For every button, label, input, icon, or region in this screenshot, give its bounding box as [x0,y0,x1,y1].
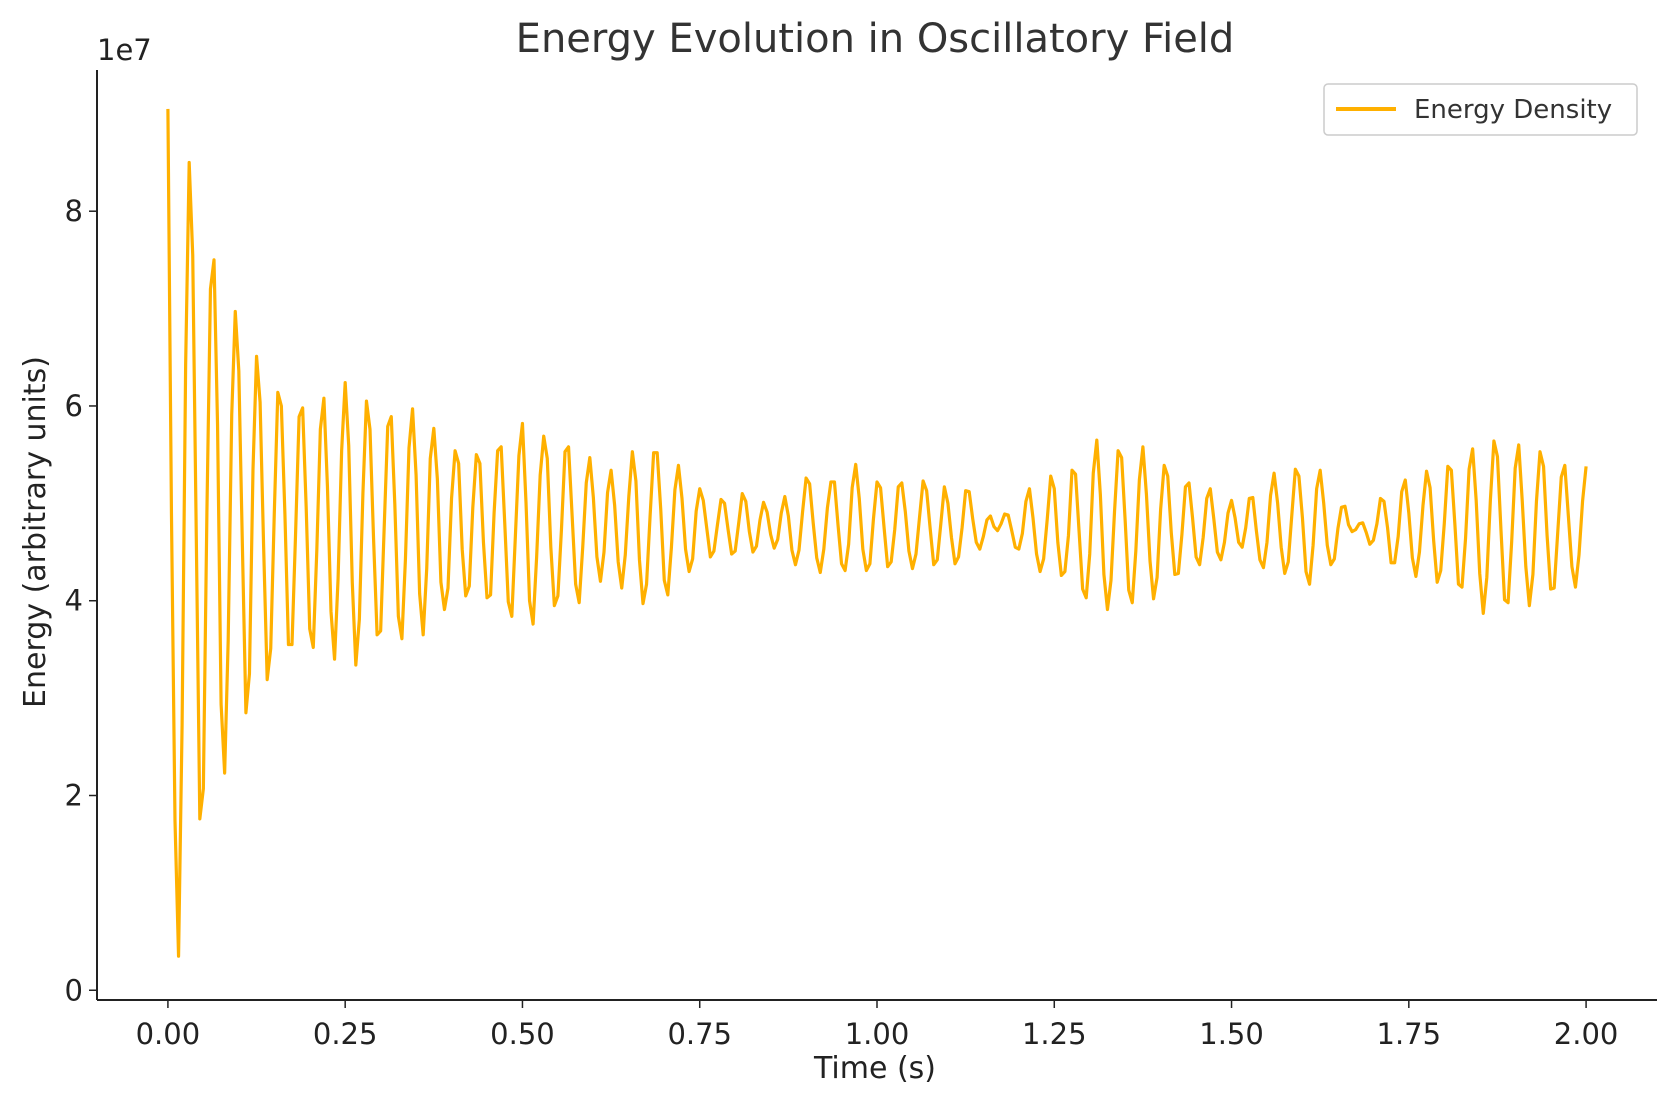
x-tick-label: 1.25 [1022,1017,1087,1051]
x-tick-label: 1.50 [1199,1017,1264,1051]
legend-label-energy-density: Energy Density [1414,95,1612,125]
y-tick-label: 0 [65,973,83,1007]
x-tick-label: 0.00 [136,1017,201,1051]
x-axis-label: Time (s) [813,1051,936,1086]
series-layer [166,108,1588,958]
y-tick-label: 6 [65,389,83,423]
x-tick-label: 1.75 [1377,1017,1442,1051]
legend: Energy Density [1323,83,1638,136]
legend-frame [1323,83,1638,136]
y-axis-label: Energy (arbitrary units) [18,356,53,708]
x-tick-label: 0.50 [490,1017,555,1051]
axis-ticks: 0.00 0.25 0.50 0.75 1.00 1.25 1.50 1.75 2.00 0 2 4 6… [65,194,1619,1051]
x-tick-label: 2.00 [1554,1017,1619,1051]
axes [96,70,1657,1001]
y-tick-label: 4 [65,584,83,618]
x-tick-label: 0.75 [667,1017,732,1051]
x-tick-label: 0.25 [313,1017,378,1051]
y-axis-offset-label: 1e7 [97,33,152,67]
x-tick-label: 1.00 [845,1017,910,1051]
y-tick-label: 2 [65,778,83,812]
series-line-energy-density [166,108,1588,958]
chart-title: Energy Evolution in Oscillatory Field [516,16,1235,62]
y-tick-label: 8 [65,194,83,228]
